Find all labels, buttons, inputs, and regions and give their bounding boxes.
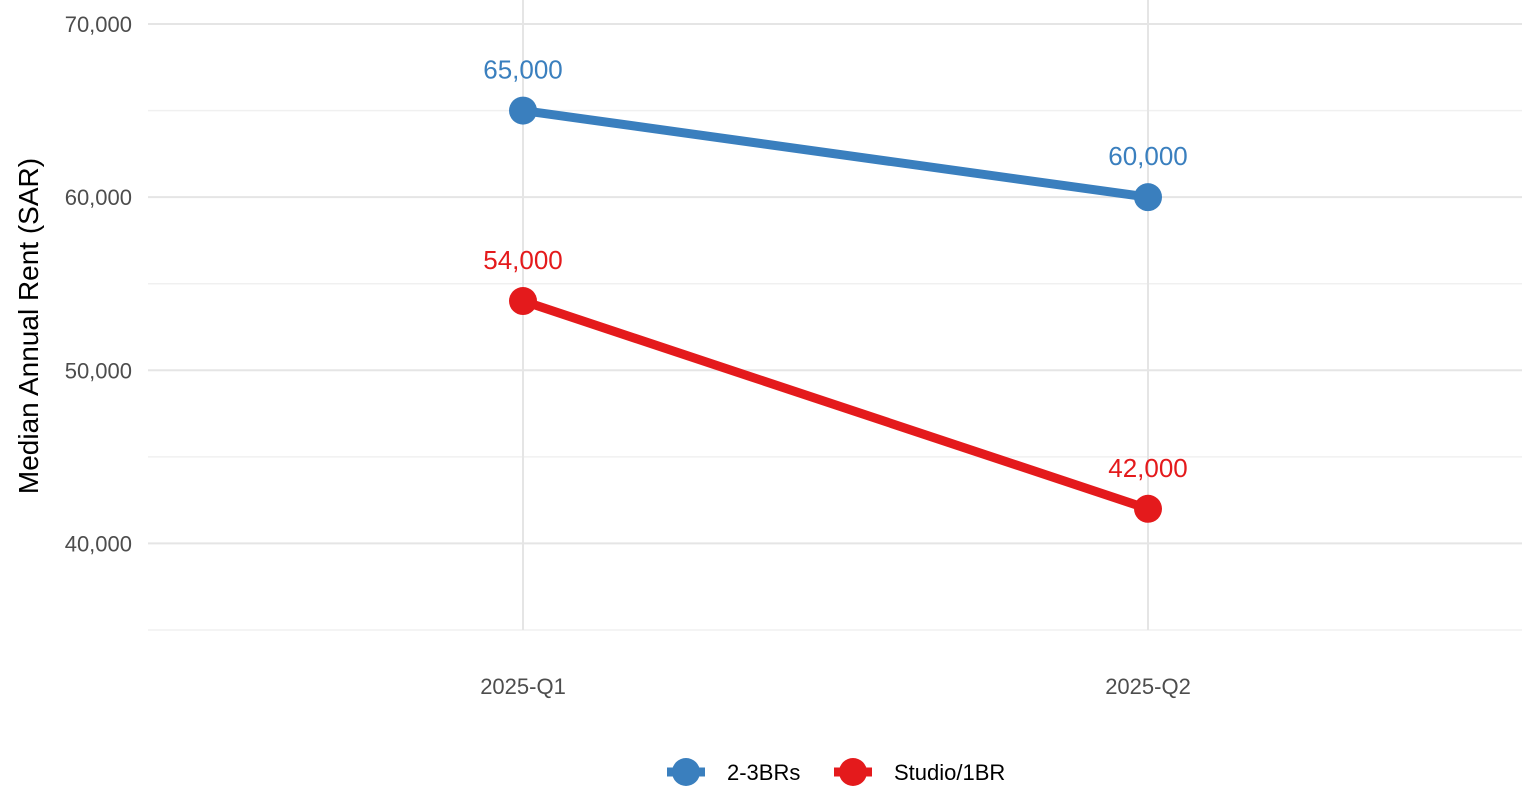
legend-item: Studio/1BR bbox=[834, 758, 1005, 786]
series-Studio/1BR: 54,000 42,000 bbox=[483, 245, 1188, 523]
series-line bbox=[521, 296, 1150, 514]
data-label: 60,000 bbox=[1108, 141, 1188, 171]
legend-key-marker bbox=[839, 758, 867, 786]
x-axis: 2025-Q1 2025-Q2 bbox=[480, 674, 1191, 699]
data-point bbox=[509, 96, 537, 125]
legend-label: 2-3BRs bbox=[727, 760, 800, 785]
data-label: 42,000 bbox=[1108, 453, 1188, 483]
legend-key-marker bbox=[672, 758, 700, 786]
data-label: 65,000 bbox=[483, 55, 563, 85]
y-tick-label: 40,000 bbox=[65, 531, 132, 556]
legend: 2-3BRs Studio/1BR bbox=[667, 758, 1005, 786]
series-2-3BRs: 65,000 60,000 bbox=[483, 55, 1188, 212]
y-tick-label: 60,000 bbox=[65, 185, 132, 210]
data-point bbox=[1134, 183, 1162, 212]
x-tick-label: 2025-Q2 bbox=[1105, 674, 1191, 699]
data-label: 54,000 bbox=[483, 245, 563, 275]
legend-label: Studio/1BR bbox=[894, 760, 1005, 785]
y-tick-label: 50,000 bbox=[65, 358, 132, 383]
x-tick-label: 2025-Q1 bbox=[480, 674, 566, 699]
y-tick-label: 70,000 bbox=[65, 12, 132, 37]
data-point bbox=[509, 287, 537, 316]
grid bbox=[148, 0, 1522, 631]
series-group: 65,000 60,000 54,000 42,000 bbox=[483, 55, 1188, 523]
data-point bbox=[1134, 494, 1162, 523]
y-axis: 40,000 50,000 60,000 70,000 bbox=[65, 12, 132, 556]
legend-item: 2-3BRs bbox=[667, 758, 800, 786]
y-axis-title: Median Annual Rent (SAR) bbox=[13, 158, 44, 494]
series-line bbox=[522, 106, 1149, 202]
